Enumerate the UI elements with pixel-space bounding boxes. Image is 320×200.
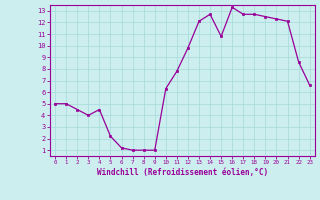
X-axis label: Windchill (Refroidissement éolien,°C): Windchill (Refroidissement éolien,°C) [97,168,268,177]
